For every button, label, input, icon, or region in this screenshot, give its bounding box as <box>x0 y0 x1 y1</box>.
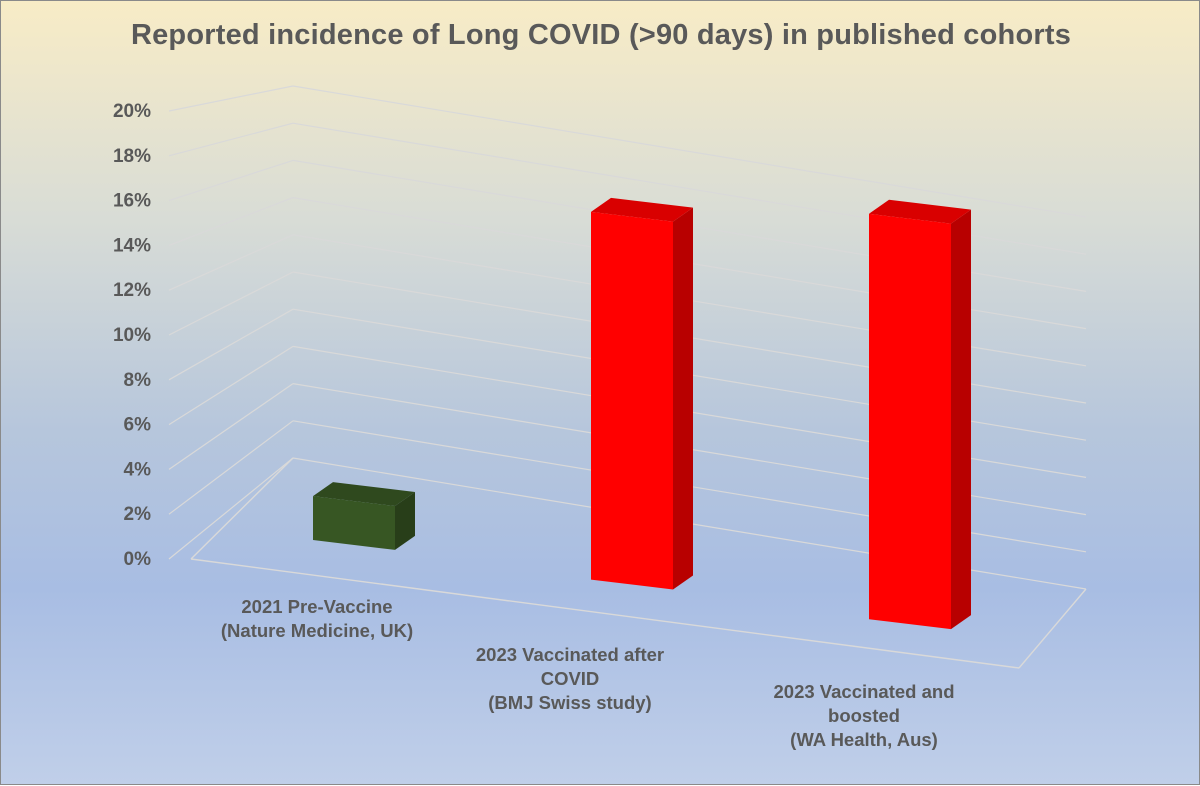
y-tick-label: 6% <box>124 415 152 436</box>
bar-side-face <box>395 492 415 550</box>
y-axis-tick-labels: 0% 2% 4% 6% 8% 10% 12% 14% 16% 18% 20% <box>113 101 151 570</box>
bar-side-face <box>951 209 971 630</box>
category-label-line: (WA Health, Aus) <box>790 729 938 750</box>
gridline-side <box>168 308 294 381</box>
bar-top-face <box>313 482 415 507</box>
gridline-side <box>168 345 294 426</box>
gridline-side <box>168 85 294 112</box>
bar <box>869 199 971 630</box>
category-label: 2021 Pre-Vaccine (Nature Medicine, UK) <box>221 596 413 641</box>
category-label-line: (BMJ Swiss study) <box>488 692 651 713</box>
y-tick-label: 16% <box>113 191 151 212</box>
bar-top-face <box>591 197 693 222</box>
bar-front-face <box>591 211 673 590</box>
category-label-line: COVID <box>541 668 600 689</box>
gridline-back <box>292 85 1087 218</box>
y-tick-label: 4% <box>124 459 152 480</box>
bars <box>313 197 971 630</box>
y-tick-label: 0% <box>124 549 152 570</box>
bar-side-face <box>673 207 693 590</box>
floor-right-edge <box>1018 588 1087 669</box>
floor-left-edge <box>190 457 294 560</box>
bar <box>313 482 415 550</box>
bar-front-face <box>869 213 951 630</box>
y-tick-label: 12% <box>113 280 151 301</box>
category-label-line: 2023 Vaccinated after <box>476 644 664 665</box>
category-label-line: 2023 Vaccinated and <box>774 681 955 702</box>
category-label: 2023 Vaccinated and boosted (WA Health, Au… <box>774 681 955 750</box>
category-label-line: 2021 Pre-Vaccine <box>241 596 392 617</box>
chart-title: Reported incidence of Long COVID (>90 da… <box>130 19 1072 51</box>
bar <box>591 197 693 590</box>
bar-top-face <box>869 199 971 224</box>
category-labels: 2021 Pre-Vaccine (Nature Medicine, UK)202… <box>221 596 955 750</box>
category-label: 2023 Vaccinated after COVID (BMJ Swiss stu… <box>476 644 664 713</box>
y-tick-label: 8% <box>124 370 152 391</box>
category-label-line: boosted <box>828 705 900 726</box>
y-tick-label: 14% <box>113 235 151 256</box>
gridline-side <box>168 197 294 246</box>
y-tick-label: 10% <box>113 325 151 346</box>
category-label-line: (Nature Medicine, UK) <box>221 620 413 641</box>
y-tick-label: 2% <box>124 504 152 525</box>
y-tick-label: 18% <box>113 146 151 167</box>
gridline-side <box>168 457 294 560</box>
floor-front-edge <box>190 558 1020 669</box>
gridline-side <box>168 271 294 336</box>
y-tick-label: 20% <box>113 101 151 122</box>
gridline-side <box>168 383 294 470</box>
gridline-side <box>168 122 294 157</box>
gridline-side <box>168 234 294 291</box>
gridline-side <box>168 420 294 515</box>
gridline-side <box>168 159 294 202</box>
bar-front-face <box>313 496 395 550</box>
